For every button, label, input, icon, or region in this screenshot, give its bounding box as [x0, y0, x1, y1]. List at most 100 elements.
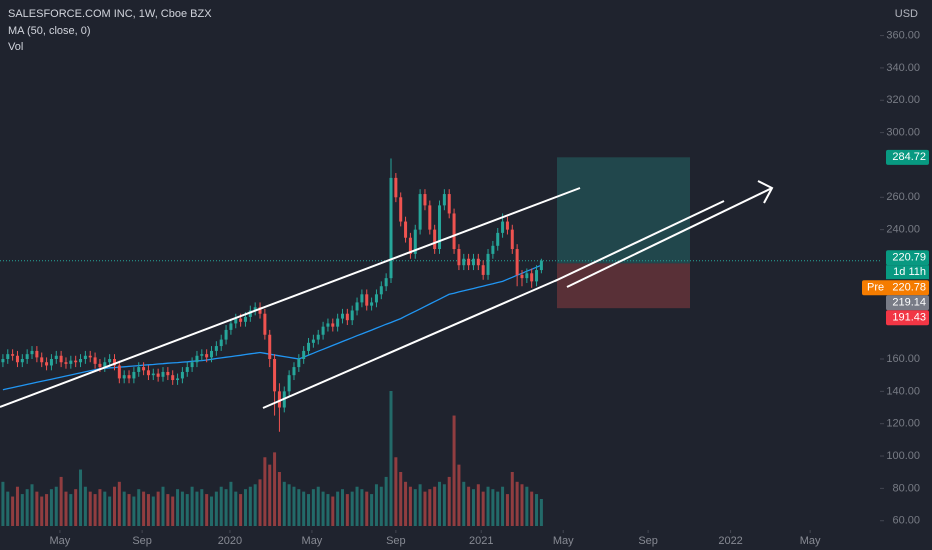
volume-bar	[501, 486, 505, 526]
y-tick-label: 100.00	[886, 450, 920, 462]
volume-bar	[326, 494, 330, 526]
candle-body	[258, 307, 262, 314]
price-label: 284.72	[886, 149, 929, 165]
volume-bar	[15, 486, 19, 526]
x-tick-label: May	[50, 535, 71, 547]
volume-bar	[520, 484, 524, 526]
candle-body	[452, 213, 456, 250]
arrow-line	[566, 187, 773, 288]
volume-bar	[156, 491, 160, 526]
x-tick-label: May	[553, 535, 574, 547]
volume-bar	[248, 486, 252, 526]
stop-zone	[557, 263, 690, 309]
currency: USD	[895, 8, 918, 20]
volume-bar	[195, 491, 199, 526]
volume-bar	[117, 481, 121, 526]
volume-bar	[214, 491, 218, 526]
volume-bar	[331, 496, 335, 526]
candle-body	[311, 339, 315, 343]
candle-body	[355, 302, 359, 311]
volume-bar	[535, 494, 539, 526]
candle-body	[137, 367, 141, 372]
candle-body	[6, 354, 10, 360]
candle-body	[69, 360, 73, 364]
x-tick-label: May	[302, 535, 323, 547]
volume-bar	[219, 486, 223, 526]
y-tick-label: 80.00	[892, 482, 920, 494]
volume-bar	[137, 489, 141, 526]
candle-body	[447, 194, 451, 214]
candle-body	[20, 359, 24, 363]
volume-bar	[379, 486, 383, 526]
candle-body	[336, 318, 340, 327]
volume-bar	[457, 464, 461, 526]
candle-body	[326, 323, 330, 327]
candle-body	[268, 334, 272, 360]
candle-body	[64, 362, 68, 364]
volume-bar	[404, 481, 408, 526]
volume-bar	[311, 489, 315, 526]
candle-body	[248, 310, 252, 317]
volume-bar	[496, 491, 500, 526]
candle-body	[331, 323, 335, 327]
price-label-box	[862, 280, 929, 296]
candle-body	[491, 245, 495, 254]
volume-bar	[510, 472, 514, 526]
candle-body	[515, 249, 519, 275]
candle-body	[292, 367, 296, 376]
candle-body	[539, 260, 543, 271]
volume-bar	[297, 489, 301, 526]
candle-body	[79, 359, 83, 363]
volume-bar	[83, 486, 87, 526]
price-label-value: 219.14	[892, 297, 926, 309]
volume-bar	[180, 491, 184, 526]
volume-bar	[384, 476, 388, 526]
candle-body	[11, 354, 15, 356]
volume-bar	[146, 494, 150, 526]
volume-bar	[316, 486, 320, 526]
volume-bar	[6, 491, 10, 526]
y-tick-label: 260.00	[886, 191, 920, 203]
candle-body	[234, 318, 238, 324]
volume-legend: Vol	[8, 41, 23, 53]
volume-bar	[93, 494, 97, 526]
price-label-box	[886, 295, 929, 311]
volume-bar	[11, 496, 15, 526]
volume-bar	[54, 486, 58, 526]
price-label-box	[886, 310, 929, 326]
volume-bar	[108, 496, 112, 526]
volume-bar	[127, 494, 131, 526]
countdown: 1d 11h	[893, 266, 926, 278]
volume-bar	[166, 494, 170, 526]
volume-bar	[394, 457, 398, 526]
candle-body	[423, 194, 427, 206]
price-label: 220.79	[886, 250, 929, 266]
candle-body	[365, 294, 369, 306]
candle-body	[384, 278, 388, 287]
candle-body	[307, 342, 311, 351]
volume-bar	[20, 494, 24, 526]
candle-body	[117, 365, 121, 379]
candle-body	[214, 346, 218, 351]
volume-bar	[360, 489, 364, 526]
volume-bar	[69, 494, 73, 526]
candle-body	[161, 371, 165, 377]
volume-bar	[292, 486, 296, 526]
volume-bar	[59, 476, 63, 526]
volume-bar	[35, 491, 39, 526]
volume-bar	[205, 494, 209, 526]
symbol-title: SALESFORCE.COM INC, 1W, Cboe BZX	[8, 8, 212, 20]
candle-body	[200, 354, 204, 356]
volume-bar	[49, 489, 53, 526]
x-tick-label: Sep	[386, 535, 406, 547]
candle-body	[413, 229, 417, 254]
candle-body	[530, 273, 534, 282]
candle-body	[287, 375, 291, 392]
candle-body	[98, 363, 102, 368]
x-tick-label: Sep	[132, 535, 152, 547]
volume-bar	[142, 491, 146, 526]
candle-body	[25, 354, 29, 360]
volume-bar	[200, 489, 204, 526]
candle-body	[462, 258, 466, 266]
candle-body	[190, 362, 194, 368]
